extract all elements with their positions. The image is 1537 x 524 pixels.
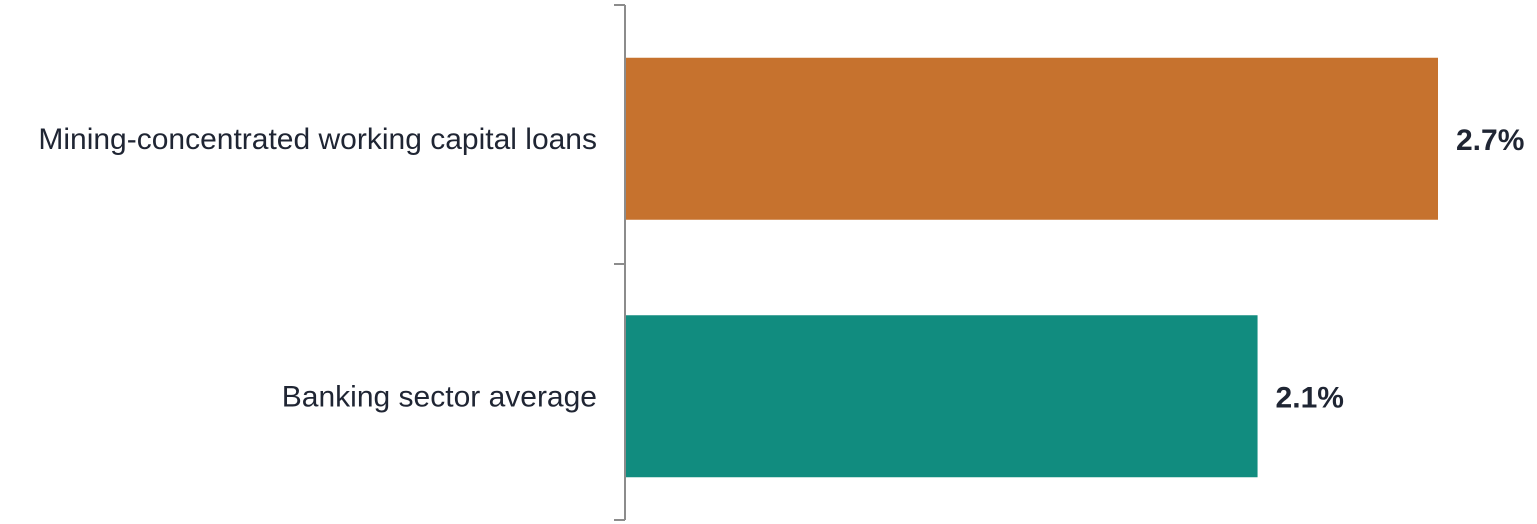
- bar-1: [626, 57, 1438, 220]
- category-label-2: Banking sector average: [282, 380, 597, 413]
- value-label-2: 2.1%: [1276, 381, 1344, 414]
- category-labels: Mining-concentrated working capital loan…: [38, 123, 597, 414]
- bar-series: [626, 57, 1438, 478]
- value-labels: 2.7% 2.1%: [1276, 124, 1525, 415]
- y-axis: [614, 4, 626, 521]
- value-label-1: 2.7%: [1456, 124, 1524, 157]
- category-label-1: Mining-concentrated working capital loan…: [38, 123, 597, 156]
- bar-2: [626, 315, 1258, 478]
